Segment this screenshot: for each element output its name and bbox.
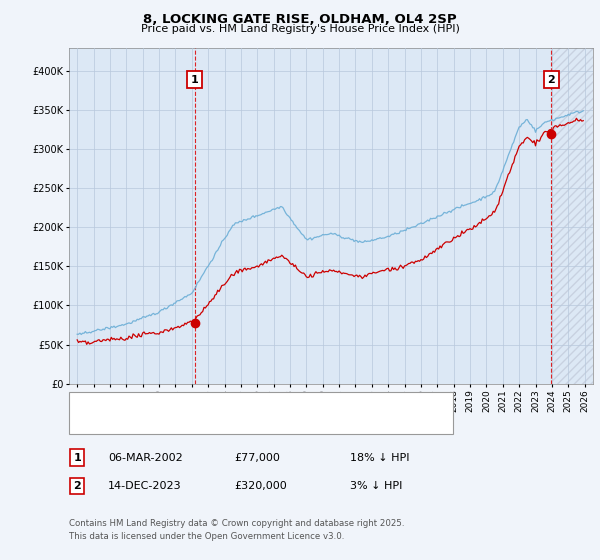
Text: 1: 1 <box>74 452 81 463</box>
Text: Contains HM Land Registry data © Crown copyright and database right 2025.: Contains HM Land Registry data © Crown c… <box>69 519 404 528</box>
Text: This data is licensed under the Open Government Licence v3.0.: This data is licensed under the Open Gov… <box>69 532 344 541</box>
Bar <box>551 48 593 384</box>
Text: £320,000: £320,000 <box>234 481 287 491</box>
Text: 3% ↓ HPI: 3% ↓ HPI <box>350 481 402 491</box>
Text: Price paid vs. HM Land Registry's House Price Index (HPI): Price paid vs. HM Land Registry's House … <box>140 24 460 34</box>
Text: £77,000: £77,000 <box>234 452 280 463</box>
Text: 18% ↓ HPI: 18% ↓ HPI <box>350 452 409 463</box>
Text: 2: 2 <box>74 481 81 491</box>
Text: HPI: Average price, detached house, Oldham: HPI: Average price, detached house, Oldh… <box>110 418 329 428</box>
Text: 1: 1 <box>191 74 199 85</box>
Text: 8, LOCKING GATE RISE, OLDHAM, OL4 2SP (detached house): 8, LOCKING GATE RISE, OLDHAM, OL4 2SP (d… <box>110 399 405 409</box>
Text: 06-MAR-2002: 06-MAR-2002 <box>108 452 183 463</box>
Text: 8, LOCKING GATE RISE, OLDHAM, OL4 2SP: 8, LOCKING GATE RISE, OLDHAM, OL4 2SP <box>143 13 457 26</box>
Text: 2: 2 <box>547 74 555 85</box>
Text: 14-DEC-2023: 14-DEC-2023 <box>108 481 182 491</box>
